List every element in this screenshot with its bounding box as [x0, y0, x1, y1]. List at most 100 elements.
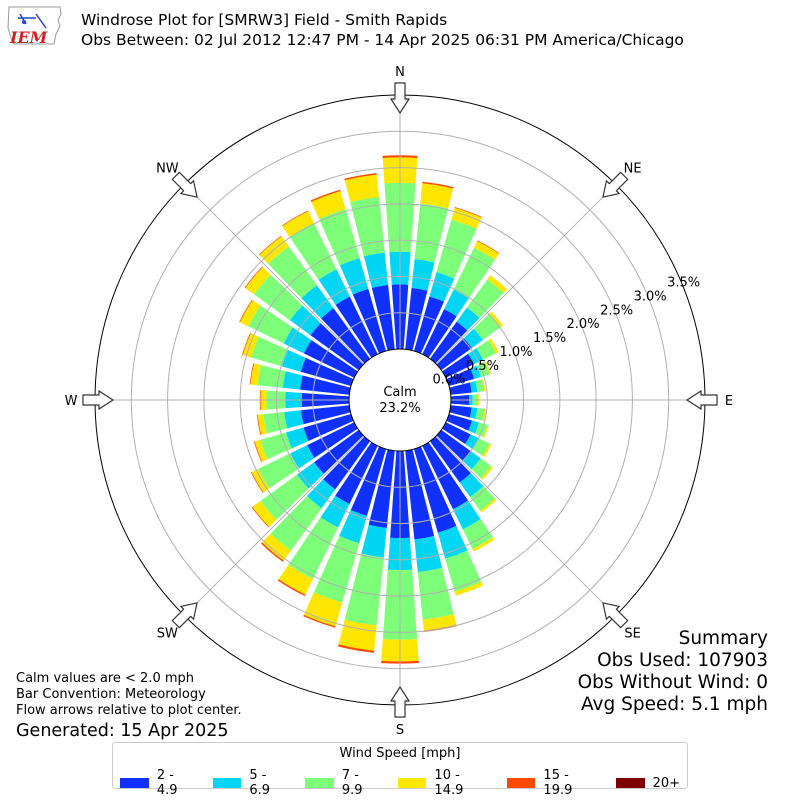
windrose-bar: [411, 259, 435, 291]
windrose-bar: [472, 438, 490, 456]
summary-heading: Summary: [678, 628, 768, 649]
windrose-bar: [470, 365, 482, 379]
windrose-bar: [444, 289, 469, 317]
windrose-bar: [260, 432, 292, 460]
legend-label: 7 - 9.9: [341, 768, 363, 798]
windrose-bar: [484, 361, 491, 375]
windrose-bar: [257, 365, 286, 388]
summary-panel: Summary Obs Used: 107903 Obs Without Win…: [578, 628, 768, 716]
windrose-bar: [251, 336, 288, 367]
windrose-bar: [414, 203, 449, 263]
legend-item: 7 - 9.9: [305, 768, 384, 798]
windrose-bar: [286, 427, 309, 449]
windrose-bar: [462, 519, 493, 550]
windrose-bar: [449, 405, 472, 418]
windrose-bar: [254, 274, 303, 321]
windrose-bar: [459, 473, 484, 498]
windrose-bar: [307, 422, 358, 458]
windrose-bar: [350, 196, 385, 257]
windrose-bar: [281, 349, 306, 372]
legend-label: 20+: [652, 775, 681, 791]
legend-item: 5 - 6.9: [212, 768, 292, 798]
windrose-bar: [300, 357, 354, 387]
windrose-bar: [469, 381, 478, 393]
windrose-bar: [239, 299, 253, 323]
radial-tick-label: 1.5%: [533, 331, 566, 346]
windrose-bar: [260, 474, 309, 520]
windrose-bar: [454, 207, 482, 218]
windrose-bar: [300, 375, 351, 395]
windrose-bar: [289, 222, 337, 280]
bar-convention-note: Bar Convention: Meteorology: [16, 687, 206, 702]
legend-label: 10 - 14.9: [434, 768, 464, 798]
windrose-bar: [482, 424, 489, 438]
legend-label: 2 - 4.9: [156, 768, 178, 798]
windrose-bar: [311, 191, 346, 219]
windrose-bar: [436, 338, 472, 371]
windrose-bar: [314, 429, 364, 474]
windrose-bar: [245, 267, 271, 295]
windrose-bar: [301, 285, 334, 319]
windrose-bar: [488, 338, 499, 354]
windrose-bar: [290, 445, 315, 469]
calm-label: Calm: [383, 385, 416, 400]
windrose-bar: [261, 533, 291, 561]
legend-swatch: [119, 778, 149, 788]
radial-tick-label: 2.0%: [567, 317, 600, 332]
calm-note: Calm values are < 2.0 mph: [16, 671, 195, 686]
windrose-bar: [352, 288, 387, 354]
windrose-bar: [463, 328, 484, 348]
windrose-bar: [344, 174, 380, 203]
windrose-bar: [488, 311, 504, 328]
windrose-bar: [263, 411, 288, 434]
windrose-bar: [319, 209, 360, 266]
windrose-bar: [420, 183, 454, 209]
windrose-bar: [417, 567, 454, 620]
windrose-bar: [313, 535, 360, 603]
legend-title: Wind Speed [mph]: [339, 746, 461, 761]
radial-tick-label: 3.0%: [634, 289, 667, 304]
windrose-bar: [303, 340, 358, 378]
windrose-bar: [363, 252, 389, 288]
windrose-bar: [436, 429, 471, 461]
windrose-bar: [453, 247, 495, 299]
windrose-bar: [445, 550, 482, 592]
windrose-bar: [335, 296, 378, 358]
windrose-bar: [473, 241, 499, 260]
compass-label: NE: [624, 161, 642, 176]
windrose-bar: [466, 279, 504, 319]
windrose-bar: [321, 308, 371, 364]
legend: Wind Speed [mph] 2 - 4.9 5 - 6.9 7 - 9.9 10…: [112, 742, 688, 798]
windrose-bar: [339, 510, 367, 544]
compass-arrow: [602, 171, 629, 198]
compass-arrow: [171, 602, 198, 629]
compass-arrow: [389, 685, 411, 718]
legend-swatch: [506, 778, 536, 788]
windrose-bar: [244, 266, 263, 288]
summary-avg-speed: Avg Speed: 5.1 mph: [580, 694, 768, 715]
windrose-bar: [281, 210, 309, 227]
windrose-bar: [405, 287, 428, 351]
windrose-bar: [482, 408, 487, 422]
windrose-bar: [306, 479, 336, 509]
radial-tick-label: 0.5%: [466, 359, 499, 374]
legend-swatch: [397, 778, 427, 788]
windrose-bar: [344, 553, 384, 626]
windrose-bar: [422, 442, 469, 510]
windrose-bar: [422, 614, 457, 631]
windrose-bar: [449, 382, 472, 395]
windrose-bar: [413, 296, 444, 354]
compass-arrow: [171, 171, 198, 198]
windrose-bar: [320, 495, 350, 528]
windrose-bar: [405, 449, 435, 540]
windrose-bar: [339, 258, 369, 295]
windrose-bar: [254, 439, 268, 462]
windrose-bar: [480, 498, 497, 513]
windrose-bar: [487, 275, 508, 294]
windrose-bar: [253, 441, 263, 463]
windrose-bar: [471, 458, 492, 479]
compass-label: N: [395, 65, 405, 80]
windrose-bar: [429, 436, 471, 483]
radial-tick-label: 3.5%: [667, 276, 700, 291]
